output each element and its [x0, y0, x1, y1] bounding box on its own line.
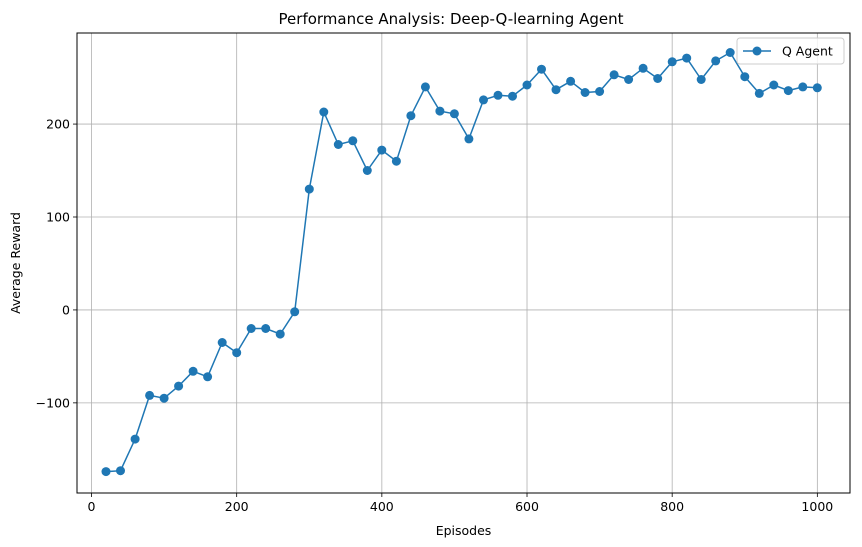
data-point [638, 63, 648, 73]
data-point [783, 86, 793, 96]
data-point [275, 329, 285, 339]
plot-frame [76, 32, 851, 494]
data-point [508, 91, 517, 101]
x-tick-label: 1000 [801, 499, 833, 514]
data-point [725, 48, 735, 57]
x-axis-ticks: 0 200 400 600 800 1000 [88, 493, 833, 514]
y-tick-label: 0 [62, 302, 70, 317]
x-tick-label: 200 [225, 499, 249, 514]
data-point [174, 381, 184, 391]
data-point [145, 390, 155, 400]
data-point [304, 184, 314, 194]
x-tick-label: 400 [370, 499, 394, 514]
data-point [130, 434, 140, 444]
data-point [406, 111, 416, 121]
legend-box [736, 37, 845, 65]
data-point [696, 75, 706, 84]
data-point [217, 338, 227, 347]
data-point [290, 307, 300, 317]
data-point [595, 87, 605, 96]
data-point [580, 88, 590, 97]
data-point [333, 140, 343, 149]
x-tick-label: 800 [660, 499, 684, 514]
data-point [754, 88, 764, 98]
data-point [261, 324, 271, 333]
y-tick-label: 100 [46, 210, 70, 225]
legend: Q Agent [736, 37, 845, 65]
grid [77, 33, 850, 493]
y-tick-label: 200 [46, 117, 70, 132]
series-layer [101, 48, 822, 477]
data-point [101, 467, 111, 477]
data-point [493, 90, 503, 100]
data-point [522, 80, 532, 90]
data-point [232, 348, 242, 358]
data-point [159, 393, 169, 403]
data-point [653, 74, 663, 83]
data-point [551, 85, 561, 95]
data-point [537, 64, 546, 74]
data-point [609, 70, 619, 80]
legend-marker [752, 46, 762, 56]
data-point [667, 57, 677, 67]
data-point [769, 80, 779, 90]
x-tick-label: 600 [515, 499, 539, 514]
series-line [105, 51, 818, 473]
data-point [348, 136, 358, 146]
data-point [624, 75, 634, 84]
data-point [740, 72, 750, 82]
x-tick-label: 0 [88, 499, 96, 514]
data-point [435, 106, 445, 116]
chart-title: Performance Analysis: Deep-Q-learning Ag… [279, 10, 624, 28]
data-point [391, 156, 401, 166]
data-point [319, 107, 329, 117]
x-axis-label: Episodes [436, 523, 492, 538]
data-point [812, 83, 822, 93]
data-point [377, 145, 387, 155]
legend-label: Q Agent [782, 44, 833, 59]
y-axis-label: Average Reward [8, 212, 23, 314]
data-point [362, 166, 372, 175]
data-point [682, 53, 692, 63]
data-point [420, 82, 430, 92]
y-tick-label: −100 [36, 395, 70, 410]
data-point [203, 372, 213, 382]
data-point [246, 324, 256, 333]
data-point [798, 82, 808, 92]
data-point [711, 56, 721, 66]
data-point [116, 466, 125, 476]
y-axis-ticks: −100 0 100 200 [36, 117, 77, 410]
data-point [566, 76, 576, 86]
data-point [188, 366, 198, 376]
data-point [449, 109, 459, 119]
data-point [479, 95, 488, 105]
data-point [464, 134, 474, 144]
